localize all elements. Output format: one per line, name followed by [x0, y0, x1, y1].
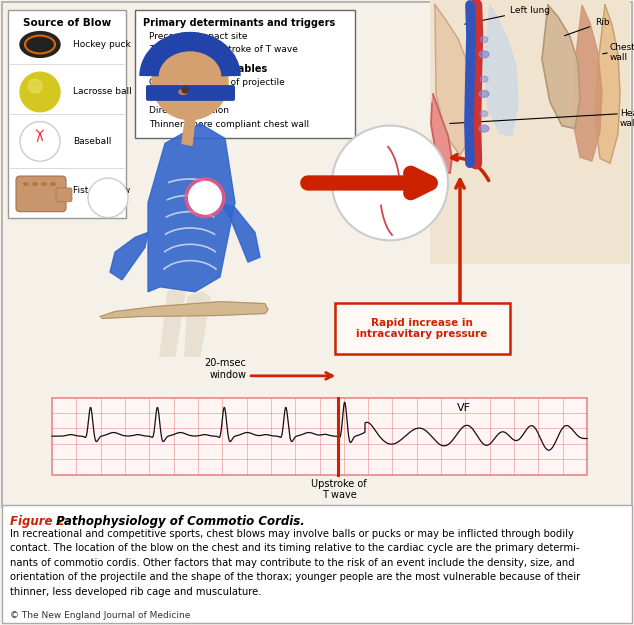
- FancyBboxPatch shape: [335, 302, 510, 354]
- Ellipse shape: [480, 37, 488, 43]
- Polygon shape: [220, 202, 260, 262]
- Text: Chest
wall: Chest wall: [610, 42, 634, 62]
- Ellipse shape: [480, 76, 488, 82]
- FancyBboxPatch shape: [16, 176, 66, 212]
- Circle shape: [189, 182, 221, 214]
- Polygon shape: [185, 292, 210, 356]
- Polygon shape: [182, 114, 195, 146]
- Circle shape: [332, 126, 448, 241]
- Circle shape: [193, 186, 217, 209]
- Ellipse shape: [179, 89, 187, 94]
- Text: Contributing variables: Contributing variables: [143, 64, 268, 74]
- Ellipse shape: [479, 125, 489, 132]
- Ellipse shape: [32, 182, 38, 186]
- Text: 20-msec
window: 20-msec window: [204, 358, 246, 380]
- Circle shape: [20, 122, 60, 161]
- Ellipse shape: [41, 182, 47, 186]
- Circle shape: [185, 178, 225, 217]
- Text: Heart
wall: Heart wall: [620, 109, 634, 128]
- Text: Pathophysiology of Commotio Cordis.: Pathophysiology of Commotio Cordis.: [52, 515, 305, 528]
- Text: Greater hardness of projectile: Greater hardness of projectile: [149, 78, 285, 87]
- Text: Precordial impact site: Precordial impact site: [149, 32, 247, 41]
- Ellipse shape: [479, 91, 489, 98]
- Text: In recreational and competitive sports, chest blows may involve balls or pucks o: In recreational and competitive sports, …: [10, 529, 580, 597]
- Ellipse shape: [480, 111, 488, 117]
- FancyBboxPatch shape: [56, 188, 72, 202]
- Polygon shape: [572, 5, 602, 161]
- FancyBboxPatch shape: [135, 10, 355, 139]
- Polygon shape: [431, 94, 452, 173]
- Text: Figure 2.: Figure 2.: [10, 515, 69, 528]
- Text: Direct orientation: Direct orientation: [149, 106, 229, 115]
- Bar: [52, 398, 587, 475]
- Text: Thinner, more compliant chest wall: Thinner, more compliant chest wall: [149, 119, 309, 129]
- Polygon shape: [110, 232, 148, 280]
- Text: Rapid increase in
intracavitary pressure: Rapid increase in intracavitary pressure: [356, 318, 488, 339]
- Polygon shape: [435, 5, 472, 155]
- Bar: [430, 0, 630, 264]
- Polygon shape: [100, 302, 268, 319]
- Text: Primary determinants and triggers: Primary determinants and triggers: [143, 18, 335, 28]
- Text: Upstroke of
T wave: Upstroke of T wave: [311, 479, 367, 501]
- Ellipse shape: [20, 32, 60, 58]
- Polygon shape: [542, 5, 580, 129]
- Text: Timed during upstroke of T wave: Timed during upstroke of T wave: [149, 46, 298, 54]
- Text: Hockey puck: Hockey puck: [73, 40, 131, 49]
- FancyBboxPatch shape: [146, 85, 235, 101]
- Text: © The New England Journal of Medicine: © The New England Journal of Medicine: [10, 611, 190, 620]
- Ellipse shape: [50, 182, 56, 186]
- Circle shape: [88, 178, 128, 217]
- Text: Source of Blow: Source of Blow: [23, 18, 111, 28]
- Polygon shape: [160, 287, 185, 356]
- Polygon shape: [484, 5, 518, 136]
- Text: VF: VF: [457, 402, 471, 412]
- Text: Baseball: Baseball: [73, 137, 112, 146]
- FancyBboxPatch shape: [8, 10, 126, 217]
- Circle shape: [28, 79, 42, 93]
- Ellipse shape: [479, 51, 489, 58]
- Circle shape: [152, 44, 228, 119]
- Polygon shape: [595, 5, 620, 163]
- Text: Fist or elbow: Fist or elbow: [73, 186, 130, 196]
- Text: Rib: Rib: [565, 18, 610, 36]
- Text: Smaller sphere: Smaller sphere: [149, 92, 217, 101]
- Circle shape: [20, 72, 60, 112]
- Text: Left lung: Left lung: [465, 6, 550, 24]
- Polygon shape: [148, 124, 235, 292]
- Ellipse shape: [23, 182, 29, 186]
- Text: Lacrosse ball: Lacrosse ball: [73, 88, 132, 96]
- Circle shape: [182, 87, 188, 93]
